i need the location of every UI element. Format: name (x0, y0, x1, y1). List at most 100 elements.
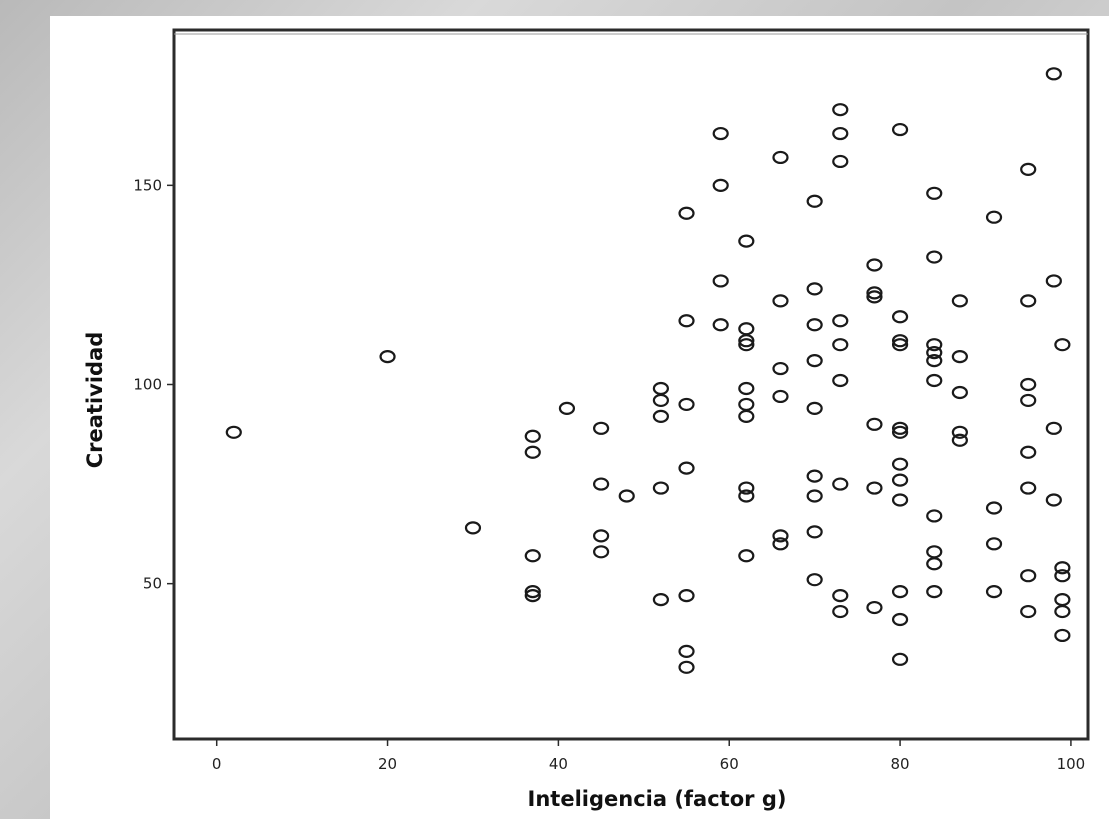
data-point (524, 589, 541, 603)
y-tick-label: 150 (133, 176, 162, 194)
data-point (1054, 338, 1071, 352)
data-point (652, 409, 669, 423)
data-point (772, 361, 789, 376)
data-point (379, 350, 396, 364)
data-point (652, 481, 669, 495)
data-point (593, 477, 610, 491)
data-point (652, 592, 669, 607)
data-point (1045, 421, 1062, 435)
data-point (712, 318, 729, 332)
data-point (738, 549, 755, 563)
data-point (926, 557, 943, 571)
x-tick-label: 100 (1057, 755, 1086, 773)
data-point (678, 397, 695, 412)
data-point (806, 318, 823, 332)
x-axis-title: Inteligencia (factor g) (528, 787, 787, 811)
data-point (891, 122, 909, 137)
data-point (926, 338, 943, 352)
data-point (1020, 162, 1037, 177)
data-point (772, 389, 789, 404)
data-point (832, 338, 849, 352)
data-point (806, 401, 823, 415)
data-point (678, 644, 695, 658)
data-point (652, 393, 669, 408)
data-point (985, 210, 1003, 224)
data-point (738, 381, 755, 396)
data-point (951, 385, 968, 400)
data-point (524, 585, 541, 599)
data-point (951, 350, 968, 364)
x-tick-label: 0 (212, 755, 222, 773)
data-point (712, 126, 729, 141)
data-point (951, 294, 968, 308)
data-point (1020, 393, 1037, 408)
data-point (926, 354, 943, 368)
data-point (926, 250, 943, 264)
data-point (832, 103, 849, 117)
data-point (891, 612, 909, 627)
data-point (891, 652, 909, 666)
data-point (951, 433, 968, 447)
data-point (738, 481, 755, 495)
data-point (738, 409, 755, 423)
data-point (1045, 274, 1062, 288)
data-point (1045, 493, 1062, 507)
data-point (678, 461, 695, 475)
data-point (891, 338, 909, 352)
data-point (926, 346, 943, 360)
data-point (891, 457, 909, 471)
data-point (926, 509, 943, 523)
data-point (1020, 569, 1037, 583)
data-point (524, 445, 541, 459)
data-point (866, 600, 883, 615)
plot-frame (172, 28, 1090, 741)
y-tick-label: 100 (133, 376, 162, 394)
data-point (832, 589, 849, 603)
data-point (806, 525, 823, 539)
data-point (926, 585, 943, 599)
data-point (985, 537, 1003, 551)
x-tick-label: 20 (378, 755, 397, 773)
data-point (524, 429, 541, 443)
data-point (678, 314, 695, 328)
data-point (806, 489, 823, 503)
data-point (832, 373, 849, 388)
data-point (832, 154, 849, 169)
data-point (866, 286, 883, 300)
data-point (1054, 561, 1071, 575)
data-point (772, 294, 789, 308)
y-axis-title: Creatividad (83, 332, 107, 469)
data-point (832, 126, 849, 141)
data-point (1020, 604, 1037, 619)
data-point (738, 234, 755, 248)
data-point (1054, 569, 1071, 583)
data-point (891, 425, 909, 439)
data-point (1020, 377, 1037, 392)
data-point (1054, 604, 1071, 619)
data-point (1045, 67, 1062, 81)
data-point (832, 314, 849, 328)
data-point (891, 473, 909, 487)
data-point (772, 537, 789, 551)
data-point (1020, 445, 1037, 459)
data-point (558, 401, 576, 415)
data-point (618, 489, 635, 503)
data-point (926, 373, 943, 388)
data-point (678, 589, 695, 603)
chart-figure: 0 20 40 60 80 100 50 100 150 Inteligencia (fact… (50, 16, 1109, 819)
data-point (593, 529, 610, 543)
data-point (1020, 294, 1037, 308)
data-point (832, 477, 849, 491)
data-point (593, 421, 610, 435)
x-tick-label: 40 (549, 755, 568, 773)
data-point (891, 334, 909, 348)
data-point (738, 334, 755, 348)
data-point (806, 354, 823, 368)
data-point (866, 481, 883, 495)
data-point (806, 469, 823, 483)
x-tick-label: 60 (720, 755, 739, 773)
data-point (772, 529, 789, 543)
data-point (712, 274, 729, 288)
data-point (806, 194, 823, 208)
data-point (712, 178, 729, 192)
